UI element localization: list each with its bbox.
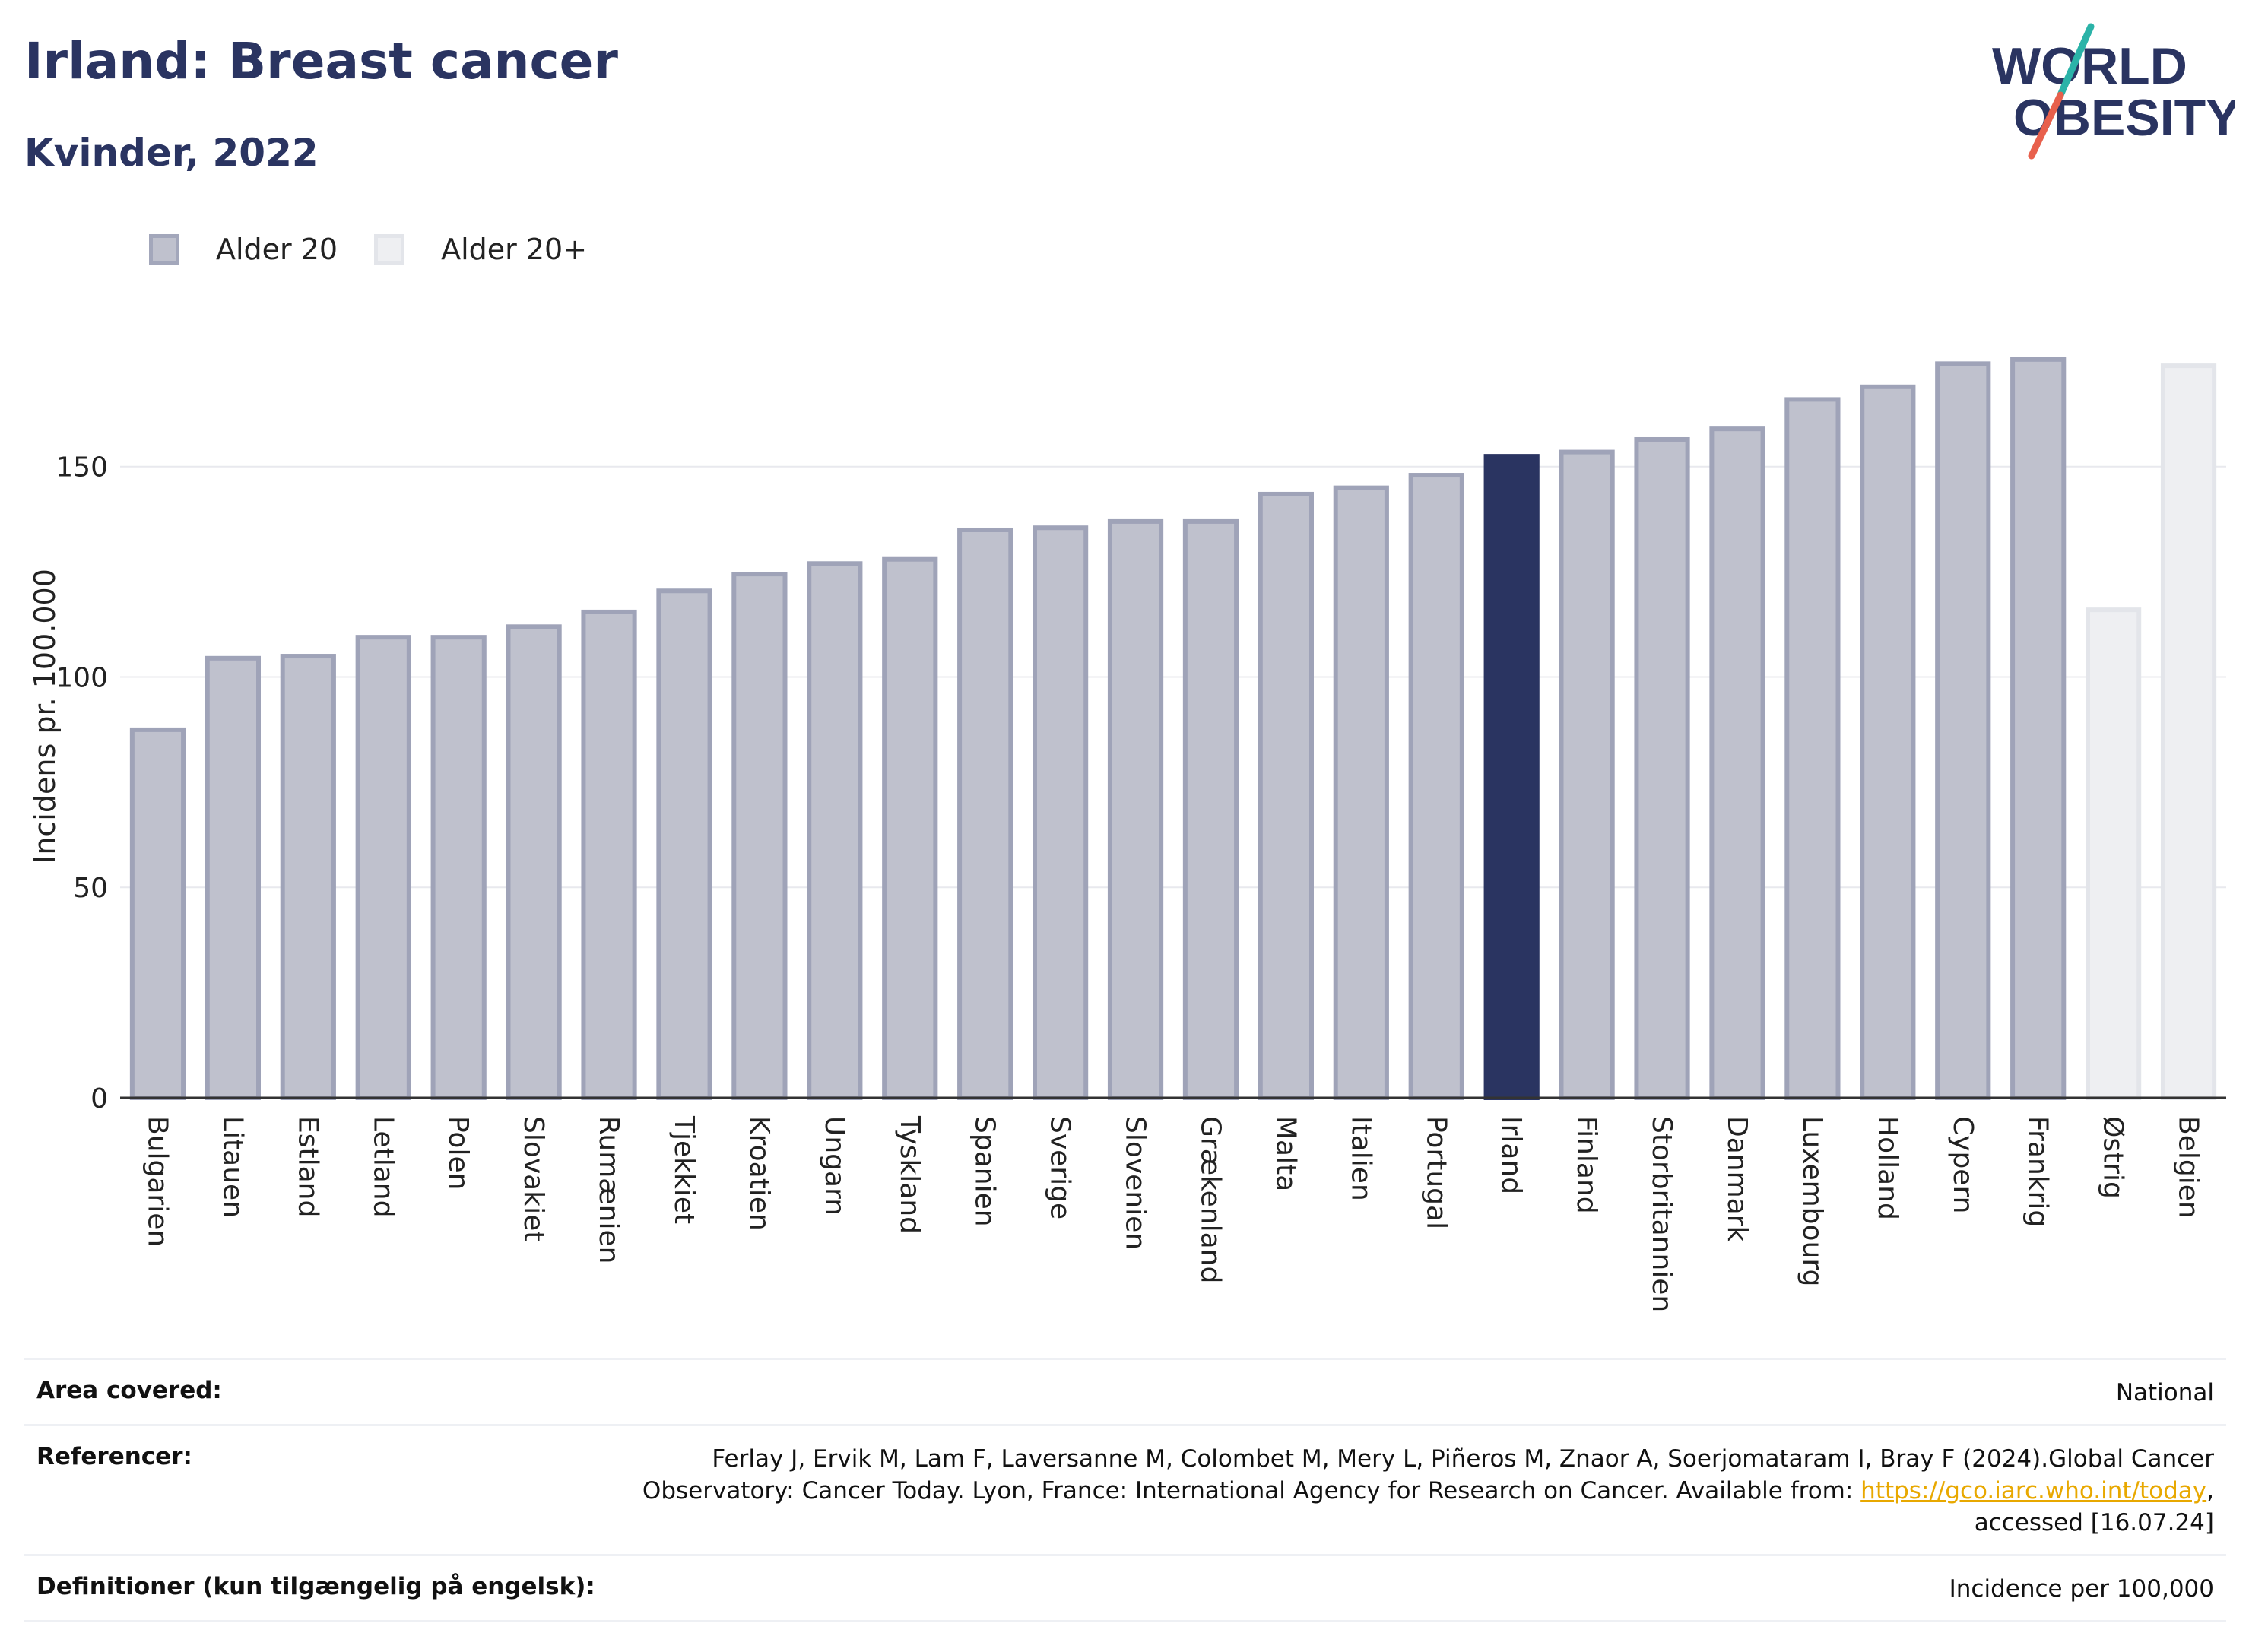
x-tick-label: Sverige [1045, 1116, 1076, 1219]
info-label: Area covered: [36, 1377, 222, 1404]
x-tick-label: Letland [367, 1116, 398, 1217]
bar [129, 727, 186, 1100]
info-table: Area covered: National Referencer: Ferla… [24, 1358, 2226, 1622]
x-tick-label: Polen [443, 1116, 474, 1190]
bar [1784, 397, 1841, 1100]
bar [957, 527, 1013, 1100]
x-tick-label: Estland [292, 1116, 323, 1217]
legend-label: Alder 20+ [441, 233, 588, 266]
info-value: Incidence per 100,000 [1949, 1575, 2214, 1603]
x-tick-label: Kroatien [744, 1116, 775, 1231]
x-tick-label: Litauen [217, 1116, 248, 1218]
info-row-references: Referencer: Ferlay J, Ervik M, Lam F, La… [24, 1424, 2226, 1554]
y-axis-label: Incidens pr. 100.000 [28, 569, 62, 864]
y-tick-label: 50 [73, 873, 108, 904]
bar [430, 635, 487, 1100]
legend-swatch-alder-20-plus [374, 234, 405, 265]
info-label: Definitioner (kun tilgængelig på engelsk… [36, 1573, 595, 1600]
bar [1182, 518, 1239, 1100]
chart-title: Irland: Breast cancer [24, 32, 618, 90]
x-tick-label: Cypern [1947, 1116, 1978, 1213]
chart-legend: Alder 20 Alder 20+ [149, 227, 623, 272]
x-tick-label: Tjekkiet [668, 1115, 699, 1224]
info-value: National [2115, 1379, 2214, 1406]
x-tick-label: Italien [1345, 1116, 1376, 1201]
x-tick-label: Grækenland [1194, 1116, 1226, 1283]
bar [1107, 518, 1164, 1100]
bar [1033, 525, 1089, 1100]
x-tick-label: Rumænien [593, 1116, 624, 1264]
x-tick-label: Ungarn [819, 1116, 850, 1216]
bar [807, 561, 863, 1100]
x-tick-label: Belgien [2173, 1116, 2204, 1219]
legend-item-alder-20-plus[interactable]: Alder 20+ [374, 233, 587, 266]
bar [731, 572, 788, 1100]
x-tick-label: Spanien [969, 1116, 1001, 1227]
bar [581, 609, 637, 1100]
legend-label: Alder 20 [216, 233, 338, 266]
bar [1408, 473, 1464, 1101]
bar [1559, 449, 1615, 1101]
bar [1709, 426, 1765, 1101]
bar [2010, 357, 2067, 1100]
y-tick-label: 100 [56, 662, 108, 693]
info-value: Ferlay J, Ervik M, Lam F, Laversanne M, … [642, 1445, 2214, 1536]
bar [355, 635, 411, 1100]
x-tick-label: Malta [1270, 1116, 1301, 1191]
bar [1634, 436, 1690, 1101]
world-obesity-logo: WORLD OBESITY [1992, 23, 2235, 160]
bar [2160, 363, 2217, 1101]
bar [2086, 607, 2142, 1101]
bar [506, 624, 562, 1100]
x-tick-label: Portugal [1420, 1116, 1451, 1229]
svg-text:WORLD: WORLD [1992, 37, 2187, 95]
bar [882, 556, 938, 1101]
x-tick-label: Danmark [1721, 1116, 1753, 1242]
x-tick-label: Storbritannien [1646, 1116, 1677, 1312]
x-tick-label: Tyskland [894, 1115, 925, 1234]
legend-swatch-alder-20 [149, 234, 179, 265]
bar-highlight [1483, 454, 1540, 1100]
y-tick-label: 150 [56, 452, 108, 484]
x-tick-label: Slovakiet [518, 1116, 549, 1241]
x-tick-label: Holland [1872, 1116, 1903, 1220]
legend-item-alder-20[interactable]: Alder 20 [149, 233, 338, 266]
bar [1860, 384, 1916, 1100]
x-tick-label: Slovenien [1120, 1116, 1151, 1250]
x-tick-label: Østrig [2098, 1116, 2129, 1199]
bar-chart: 0 50 100 150 Incidens pr. 100.000 Bulgarien Li… [28, 357, 2226, 1312]
bar [656, 588, 712, 1100]
x-tick-label: Irland [1496, 1116, 1527, 1194]
chart-subtitle: Kvinder, 2022 [24, 131, 319, 175]
bar [280, 654, 336, 1101]
x-tick-label: Finland [1571, 1116, 1602, 1214]
reference-link[interactable]: https://gco.iarc.who.int/today [1860, 1477, 2207, 1505]
x-tick-label: Luxembourg [1797, 1116, 1828, 1286]
bar [1935, 361, 1991, 1100]
y-tick-label: 0 [90, 1083, 108, 1115]
info-label: Referencer: [36, 1443, 192, 1470]
x-tick-label: Frankrig [2022, 1116, 2054, 1227]
x-tick-label: Bulgarien [141, 1116, 173, 1247]
bar [1333, 485, 1389, 1101]
bar [205, 655, 261, 1101]
bar [1258, 491, 1314, 1100]
info-row-area: Area covered: National [24, 1358, 2226, 1424]
info-row-definitions: Definitioner (kun tilgængelig på engelsk… [24, 1554, 2226, 1622]
